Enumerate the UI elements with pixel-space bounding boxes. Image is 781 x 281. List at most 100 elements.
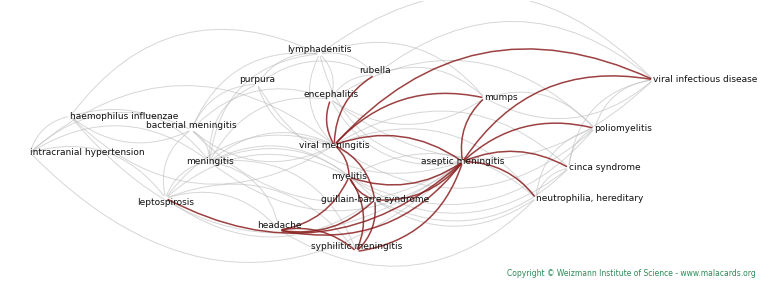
- FancyArrowPatch shape: [333, 99, 483, 124]
- FancyArrowPatch shape: [351, 179, 364, 249]
- FancyArrowPatch shape: [168, 154, 347, 196]
- FancyArrowPatch shape: [351, 153, 534, 196]
- FancyArrowPatch shape: [537, 169, 566, 196]
- FancyArrowPatch shape: [31, 117, 68, 150]
- Text: rubella: rubella: [358, 66, 390, 75]
- FancyArrowPatch shape: [194, 131, 209, 159]
- FancyArrowPatch shape: [487, 92, 593, 126]
- FancyArrowPatch shape: [465, 151, 566, 166]
- FancyArrowPatch shape: [487, 81, 651, 119]
- FancyArrowPatch shape: [212, 160, 355, 249]
- FancyArrowPatch shape: [309, 56, 333, 143]
- FancyArrowPatch shape: [337, 135, 460, 160]
- FancyArrowPatch shape: [537, 129, 592, 196]
- Text: intracranial hypertension: intracranial hypertension: [30, 148, 144, 157]
- FancyArrowPatch shape: [377, 164, 461, 200]
- FancyArrowPatch shape: [333, 60, 593, 126]
- Text: syphilitic meningitis: syphilitic meningitis: [311, 243, 402, 251]
- FancyArrowPatch shape: [337, 147, 349, 174]
- Text: haemophilus influenzae: haemophilus influenzae: [70, 112, 179, 121]
- FancyArrowPatch shape: [192, 53, 317, 127]
- FancyArrowPatch shape: [322, 0, 651, 78]
- FancyArrowPatch shape: [167, 135, 332, 196]
- FancyArrowPatch shape: [334, 77, 373, 142]
- FancyArrowPatch shape: [351, 130, 593, 205]
- Text: aseptic meningitis: aseptic meningitis: [421, 157, 505, 166]
- FancyArrowPatch shape: [212, 162, 279, 227]
- FancyArrowPatch shape: [32, 112, 189, 151]
- Text: purpura: purpura: [239, 75, 276, 84]
- FancyArrowPatch shape: [358, 203, 376, 250]
- FancyArrowPatch shape: [32, 85, 332, 151]
- FancyArrowPatch shape: [168, 200, 373, 237]
- FancyArrowPatch shape: [73, 118, 189, 143]
- FancyArrowPatch shape: [259, 53, 317, 82]
- FancyArrowPatch shape: [569, 80, 651, 165]
- FancyArrowPatch shape: [282, 202, 373, 232]
- Text: viral infectious disease: viral infectious disease: [653, 75, 758, 84]
- FancyArrowPatch shape: [595, 80, 651, 126]
- FancyArrowPatch shape: [377, 67, 483, 96]
- Text: encephalitis: encephalitis: [303, 90, 358, 99]
- FancyArrowPatch shape: [323, 42, 483, 96]
- FancyArrowPatch shape: [73, 109, 208, 160]
- FancyArrowPatch shape: [332, 75, 372, 97]
- FancyArrowPatch shape: [168, 164, 461, 233]
- FancyArrowPatch shape: [212, 164, 461, 211]
- FancyArrowPatch shape: [323, 53, 373, 73]
- FancyArrowPatch shape: [192, 84, 255, 127]
- FancyArrowPatch shape: [32, 155, 461, 262]
- FancyArrowPatch shape: [259, 61, 373, 83]
- FancyArrowPatch shape: [209, 85, 255, 159]
- FancyArrowPatch shape: [259, 87, 331, 145]
- FancyArrowPatch shape: [351, 170, 567, 213]
- Text: lymphadenitis: lymphadenitis: [287, 45, 351, 54]
- Text: cinca syndrome: cinca syndrome: [569, 163, 640, 172]
- FancyArrowPatch shape: [337, 130, 593, 188]
- FancyArrowPatch shape: [210, 54, 317, 159]
- FancyArrowPatch shape: [326, 102, 333, 143]
- FancyArrowPatch shape: [212, 149, 373, 198]
- FancyArrowPatch shape: [465, 123, 592, 160]
- FancyArrowPatch shape: [465, 162, 534, 196]
- FancyArrowPatch shape: [282, 200, 534, 266]
- FancyArrowPatch shape: [337, 111, 567, 166]
- FancyArrowPatch shape: [464, 76, 651, 159]
- Text: Copyright © Weizmann Institute of Science - www.malacards.org: Copyright © Weizmann Institute of Scienc…: [507, 269, 755, 278]
- FancyArrowPatch shape: [282, 180, 348, 230]
- FancyArrowPatch shape: [337, 129, 534, 196]
- Text: headache: headache: [257, 221, 301, 230]
- FancyArrowPatch shape: [332, 102, 460, 165]
- FancyArrowPatch shape: [193, 132, 460, 202]
- FancyArrowPatch shape: [72, 118, 460, 233]
- FancyArrowPatch shape: [168, 184, 355, 249]
- FancyArrowPatch shape: [282, 228, 355, 250]
- Text: mumps: mumps: [485, 94, 519, 103]
- FancyArrowPatch shape: [377, 170, 567, 221]
- Text: meningitis: meningitis: [186, 157, 234, 166]
- FancyArrowPatch shape: [462, 100, 483, 159]
- Text: guillain-barre syndrome: guillain-barre syndrome: [320, 195, 429, 204]
- FancyArrowPatch shape: [333, 82, 651, 159]
- FancyArrowPatch shape: [163, 132, 189, 196]
- FancyArrowPatch shape: [166, 162, 207, 196]
- FancyArrowPatch shape: [350, 180, 372, 199]
- FancyArrowPatch shape: [322, 56, 333, 97]
- FancyArrowPatch shape: [259, 87, 460, 173]
- Text: bacterial meningitis: bacterial meningitis: [146, 121, 237, 130]
- FancyArrowPatch shape: [359, 164, 462, 251]
- FancyArrowPatch shape: [212, 133, 332, 160]
- FancyArrowPatch shape: [72, 29, 317, 114]
- FancyArrowPatch shape: [336, 49, 651, 143]
- FancyArrowPatch shape: [569, 130, 592, 165]
- FancyArrowPatch shape: [336, 93, 482, 143]
- FancyArrowPatch shape: [211, 98, 328, 159]
- FancyArrowPatch shape: [193, 89, 328, 128]
- FancyArrowPatch shape: [169, 192, 277, 228]
- FancyArrowPatch shape: [376, 21, 651, 78]
- Text: viral meningitis: viral meningitis: [299, 140, 369, 149]
- FancyArrowPatch shape: [194, 132, 332, 162]
- FancyArrowPatch shape: [282, 164, 461, 235]
- Text: myelitis: myelitis: [331, 173, 367, 182]
- Text: leptospirosis: leptospirosis: [137, 198, 194, 207]
